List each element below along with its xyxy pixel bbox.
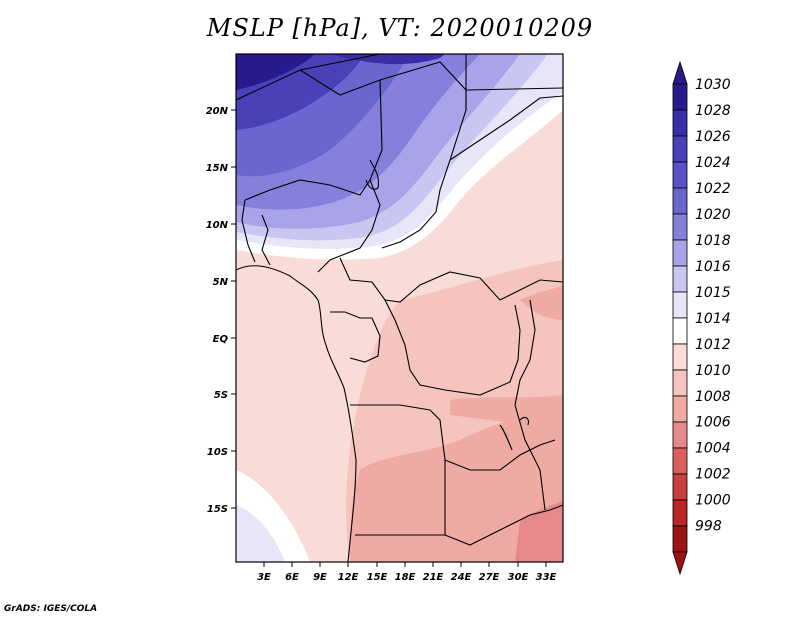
lat-label-10n: 10N [206,220,229,231]
map-title: MSLP [hPa], VT: 2020010209 [206,14,594,42]
colorbar-arrow-bottom [672,551,688,576]
colorbar-swatch [672,525,688,553]
colorbar-label: 1018 [695,233,731,249]
colorbar-label: 1016 [695,259,731,275]
colorbar-swatch [672,161,688,189]
colorbar-swatch [672,239,688,267]
lon-label-18e: 18E [395,572,416,583]
colorbar-arrow-top [672,60,688,85]
colorbar-label: 1020 [695,207,731,223]
colorbar-label: 1024 [695,155,731,171]
lat-label-10s: 10S [207,447,228,458]
lat-label-5n: 5N [213,277,229,288]
colorbar-swatch [672,213,688,241]
colorbar-label: 1022 [695,181,731,197]
colorbar-label: 998 [695,519,722,535]
lat-label-15s: 15S [207,504,228,515]
lon-label-9e: 9E [313,572,327,583]
colorbar-label: 1026 [695,129,731,145]
lat-label-20n: 20N [206,106,229,117]
colorbar-label: 1000 [695,493,731,509]
colorbar-swatch [672,109,688,137]
colorbar-swatch [672,265,688,293]
lon-axis: 3E 6E 9E 12E 15E 18E 21E 24E 27E 30E 33E [257,562,557,583]
lon-label-3e: 3E [257,572,271,583]
colorbar-label: 1012 [695,337,731,353]
colorbar-label: 1030 [695,77,731,93]
colorbar-swatch [672,395,688,423]
colorbar-swatch [672,343,688,371]
lat-axis: 20N 15N 10N 5N EQ 5S 10S 15S [206,106,236,515]
colorbar-swatch [672,83,688,111]
colorbar: 1030 1028 1026 1024 1022 1020 1018 1016 1015 1014… [672,60,731,576]
lat-label-15n: 15N [206,163,229,174]
lon-label-24e: 24E [451,572,472,583]
colorbar-swatch [672,499,688,527]
colorbar-label: 1004 [695,441,731,457]
grads-credit: GrADS: IGES/COLA [4,604,98,614]
colorbar-swatch [672,473,688,501]
lon-label-30e: 30E [508,572,529,583]
colorbar-swatch [672,421,688,449]
colorbar-swatch [672,369,688,397]
colorbar-swatch [672,187,688,215]
pressure-field [236,54,563,562]
lat-label-eq: EQ [213,334,229,345]
lon-label-33e: 33E [536,572,557,583]
colorbar-swatch [672,291,688,319]
lat-label-5s: 5S [214,390,228,401]
colorbar-label: 1002 [695,467,731,483]
colorbar-label: 1014 [695,311,731,327]
lon-label-21e: 21E [423,572,444,583]
colorbar-swatch [672,135,688,163]
colorbar-label: 1010 [695,363,731,379]
lon-label-12e: 12E [338,572,359,583]
country-boundaries [236,54,563,562]
colorbar-label: 1028 [695,103,731,119]
colorbar-label: 1006 [695,415,731,431]
lon-label-6e: 6E [285,572,299,583]
colorbar-label: 1008 [695,389,731,405]
lon-label-15e: 15E [367,572,388,583]
colorbar-label: 1015 [695,285,731,301]
lon-label-27e: 27E [479,572,500,583]
colorbar-swatch [672,317,688,345]
plot-frame [235,53,564,563]
colorbar-swatch [672,447,688,475]
